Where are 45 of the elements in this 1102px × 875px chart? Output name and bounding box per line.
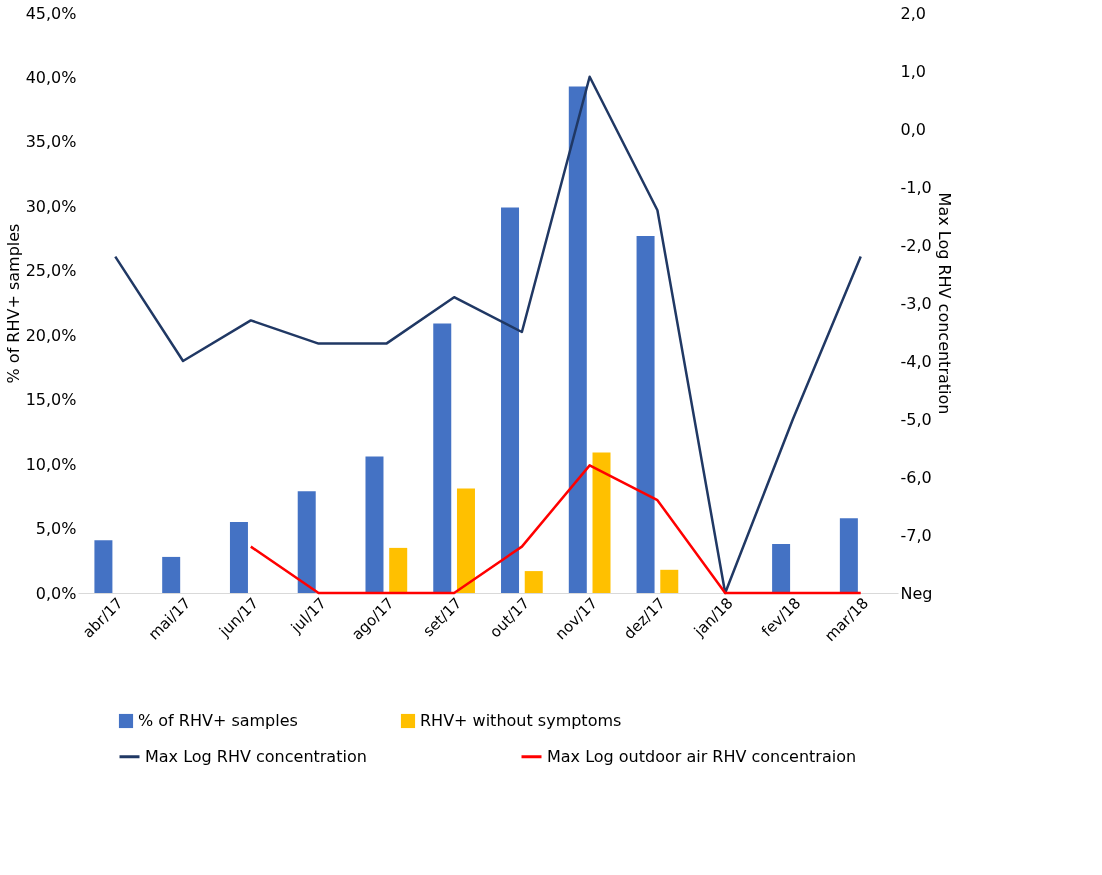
bar	[433, 323, 452, 593]
y-tick-label: 35,0%	[25, 132, 77, 152]
bar	[456, 488, 475, 593]
y-tick-label: 45,0%	[25, 3, 77, 23]
bar	[660, 569, 679, 593]
y2-tick-label: -1,0	[900, 177, 932, 197]
y-tick-label: 25,0%	[25, 261, 77, 281]
y2-tick-label: Neg	[900, 583, 933, 603]
y2-tick-label: -5,0	[900, 409, 932, 429]
line-series	[249, 464, 862, 595]
y-tick-label: 0,0%	[35, 583, 77, 603]
y-tick-label: 10,0%	[25, 454, 77, 474]
y2-tick-label: 0,0	[900, 119, 926, 139]
y2-tick-label: 1,0	[900, 61, 926, 81]
y2-tick-label: 2,0	[900, 3, 926, 23]
bar	[365, 456, 384, 593]
y2-tick-label: -6,0	[900, 467, 932, 487]
bar	[229, 522, 248, 593]
y-tick-label: 15,0%	[25, 390, 77, 410]
y2-tick-label: -3,0	[900, 293, 932, 313]
bar	[524, 571, 543, 593]
y-tick-label: 5,0%	[35, 519, 77, 539]
line-series	[114, 75, 862, 595]
bar	[568, 86, 587, 593]
bar	[162, 556, 181, 593]
legend-label: % of RHV+ samples	[138, 711, 298, 730]
y-tick-label: 40,0%	[25, 67, 77, 87]
y-axis-title: % of RHV+ samples	[3, 223, 23, 384]
y2-tick-label: -7,0	[900, 525, 932, 545]
bar	[772, 544, 791, 593]
y2-tick-label: -2,0	[900, 235, 932, 255]
y2-axis-title: Max Log RHV concentration	[935, 192, 955, 415]
legend-label: Max Log outdoor air RHV concentraion	[547, 746, 857, 766]
y-tick-label: 30,0%	[25, 196, 77, 216]
legend-label: Max Log RHV concentration	[145, 746, 367, 766]
bar	[636, 235, 655, 593]
bar	[592, 452, 611, 593]
bar	[501, 207, 520, 593]
legend-label: RHV+ without symptoms	[420, 711, 622, 730]
bar	[297, 491, 316, 593]
bar	[389, 547, 408, 593]
y2-tick-label: -4,0	[900, 351, 932, 371]
y-tick-label: 20,0%	[25, 325, 77, 345]
bar	[839, 518, 858, 593]
bar	[94, 540, 113, 593]
